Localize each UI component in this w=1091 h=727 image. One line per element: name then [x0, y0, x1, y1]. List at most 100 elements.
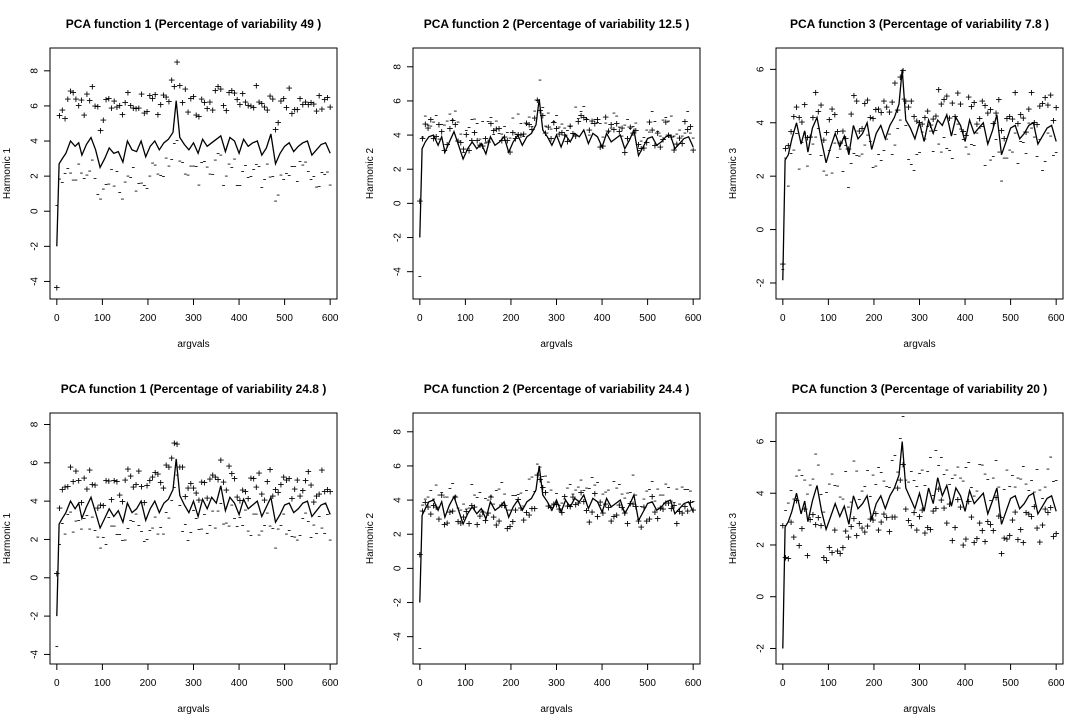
- plus-marker: +: [1017, 108, 1024, 121]
- minus-marker: -: [856, 149, 863, 162]
- plus-marker: +: [622, 146, 629, 159]
- minus-marker: -: [488, 489, 495, 502]
- minus-marker: -: [646, 125, 653, 138]
- plus-marker: +: [974, 118, 981, 131]
- minus-marker: -: [493, 484, 500, 497]
- minus-marker: -: [553, 487, 560, 500]
- minus-marker: -: [1031, 130, 1038, 143]
- minus-marker: -: [226, 157, 233, 170]
- minus-marker: -: [796, 162, 803, 175]
- plus-marker: +: [872, 507, 879, 520]
- plus-marker: +: [300, 98, 307, 111]
- plus-marker: +: [624, 517, 631, 530]
- plus-marker: +: [501, 499, 508, 512]
- minus-marker: -: [575, 112, 582, 125]
- plus-marker: +: [542, 127, 549, 140]
- minus-marker: -: [264, 157, 271, 170]
- plus-marker: +: [933, 502, 940, 515]
- plus-marker: +: [889, 510, 896, 523]
- plus-marker: +: [922, 526, 929, 539]
- plus-marker: +: [490, 124, 497, 137]
- plus-marker: +: [837, 136, 844, 149]
- minus-marker: -: [100, 531, 107, 544]
- plus-marker: +: [275, 486, 282, 499]
- plus-marker: +: [1023, 506, 1030, 519]
- plus-marker: +: [97, 499, 104, 512]
- minus-marker: -: [264, 506, 271, 519]
- plus-marker: +: [196, 493, 203, 506]
- minus-marker: -: [182, 517, 189, 530]
- minus-marker: -: [589, 117, 596, 130]
- plus-marker: +: [103, 93, 110, 106]
- plus-marker: +: [619, 121, 626, 134]
- minus-marker: -: [782, 503, 789, 516]
- plus-marker: +: [67, 84, 74, 97]
- minus-marker: -: [269, 522, 276, 535]
- minus-marker: -: [289, 160, 296, 173]
- plus-marker: +: [903, 502, 910, 515]
- plus-marker: +: [818, 99, 825, 112]
- x-tick-label: 300: [548, 313, 565, 324]
- minus-marker: -: [1045, 126, 1052, 139]
- plus-marker: +: [859, 122, 866, 135]
- plus-marker: +: [1012, 505, 1019, 518]
- minus-marker: -: [433, 478, 440, 491]
- plus-marker: +: [927, 118, 934, 131]
- minus-marker: -: [1050, 475, 1057, 488]
- minus-marker: -: [990, 471, 997, 484]
- plus-marker: +: [125, 463, 132, 476]
- minus-marker: -: [679, 129, 686, 142]
- minus-marker: -: [220, 517, 227, 530]
- plus-marker: +: [458, 516, 465, 529]
- plus-marker: +: [630, 497, 637, 510]
- minus-marker: -: [245, 170, 252, 183]
- plus-marker: +: [146, 474, 153, 487]
- plus-marker: +: [979, 95, 986, 108]
- minus-marker: -: [668, 109, 675, 122]
- minus-marker: -: [146, 524, 153, 537]
- plus-marker: +: [892, 511, 899, 524]
- plus-marker: +: [799, 522, 806, 535]
- minus-marker: -: [976, 457, 983, 470]
- minus-marker: -: [259, 524, 266, 537]
- minus-marker: -: [635, 512, 642, 525]
- plus-marker: +: [859, 521, 866, 534]
- plus-marker: +: [286, 472, 293, 485]
- minus-marker: -: [242, 503, 249, 516]
- minus-marker: -: [327, 178, 334, 191]
- minus-marker: -: [823, 168, 830, 181]
- minus-marker: -: [971, 138, 978, 151]
- plus-marker: +: [1006, 110, 1013, 123]
- plus-marker: +: [54, 567, 61, 580]
- plus-marker: +: [193, 108, 200, 121]
- minus-marker: -: [654, 124, 661, 137]
- plus-marker: +: [248, 100, 255, 113]
- plus-marker: +: [875, 103, 882, 116]
- minus-marker: -: [327, 533, 334, 546]
- y-tick-label: 0: [756, 594, 767, 600]
- minus-marker: -: [86, 164, 93, 177]
- plus-marker: +: [892, 77, 899, 90]
- plus-marker: +: [641, 141, 648, 154]
- minus-marker: -: [987, 153, 994, 166]
- plus-marker: +: [433, 130, 440, 143]
- plus-marker: +: [971, 536, 978, 549]
- plus-marker: +: [790, 110, 797, 123]
- plus-marker: +: [86, 94, 93, 107]
- plus-marker: +: [821, 133, 828, 146]
- minus-marker: -: [73, 173, 80, 186]
- plus-marker: +: [679, 507, 686, 520]
- plus-marker: +: [269, 489, 276, 502]
- plus-marker: +: [570, 127, 577, 140]
- minus-marker: -: [160, 170, 167, 183]
- plus-marker: +: [842, 132, 849, 145]
- plus-marker: +: [1001, 531, 1008, 544]
- minus-marker: -: [245, 524, 252, 537]
- minus-marker: -: [927, 124, 934, 137]
- minus-marker: -: [59, 516, 66, 529]
- plus-marker: +: [417, 195, 424, 208]
- plus-marker: +: [512, 132, 519, 145]
- chart-panel-3: PCA function 3 (Percentage of variabilit…: [728, 17, 1065, 350]
- minus-marker: -: [586, 128, 593, 141]
- minus-marker: -: [127, 514, 134, 527]
